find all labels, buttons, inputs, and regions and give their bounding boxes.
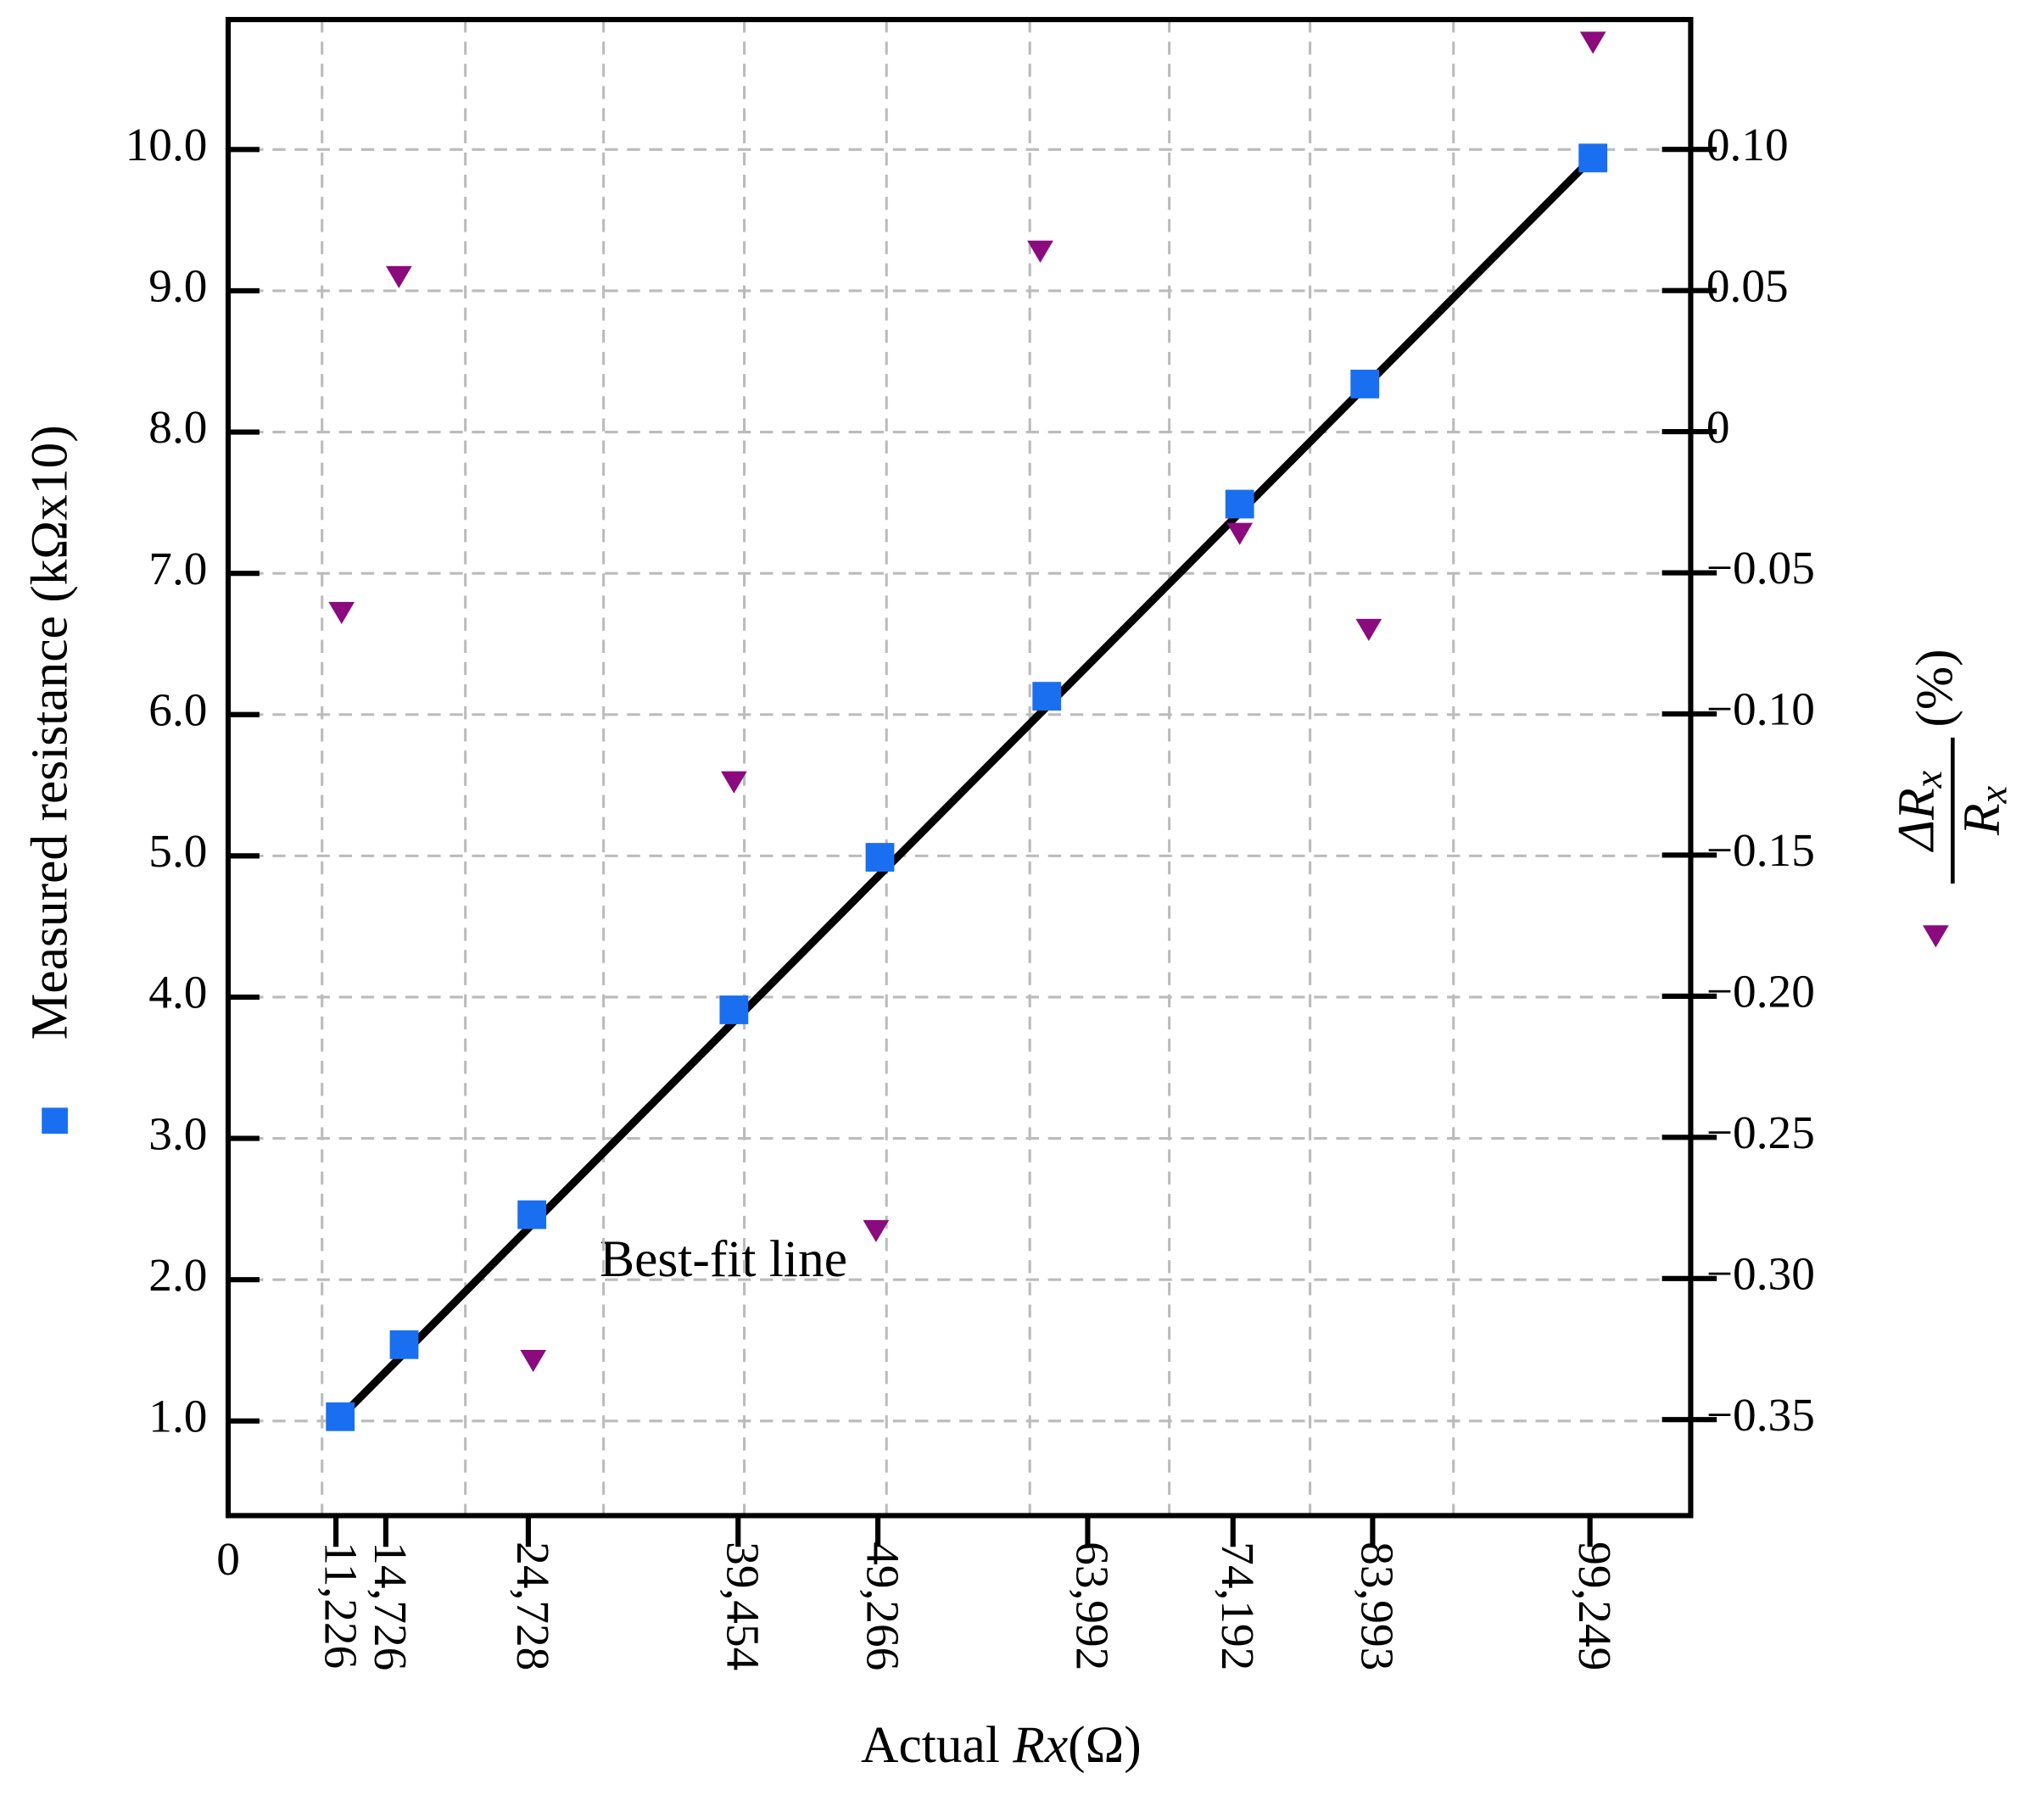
square-marker <box>517 1200 547 1229</box>
triangle-marker <box>1027 240 1053 263</box>
plot-frame <box>225 16 1694 1519</box>
square-marker <box>1032 682 1062 711</box>
y2-tick-label: 0.10 <box>1706 119 1789 170</box>
y2-tick-label: −0.35 <box>1706 1389 1815 1441</box>
x-tick-label: 99,249 <box>1569 1542 1621 1670</box>
grid <box>228 20 1691 1516</box>
triangle-marker <box>1226 522 1254 545</box>
y2-axis-label: ΔRx Rx (%) <box>1888 649 2014 884</box>
y-tick-label: 3.0 <box>148 1107 207 1159</box>
x-tick-label: 39,454 <box>718 1542 769 1670</box>
square-marker <box>1578 143 1608 173</box>
triangle-marker <box>520 1350 547 1373</box>
y-tick-label: 8.0 <box>148 401 207 453</box>
legend-marker <box>1923 925 1949 948</box>
y2-label-unit: (%) <box>1906 649 1963 727</box>
triangle-marker <box>863 1219 890 1243</box>
x-tick-label: 63,992 <box>1067 1542 1119 1670</box>
triangle-marker <box>720 771 747 794</box>
y2-tick-label: −0.25 <box>1706 1107 1815 1158</box>
square-marker <box>326 1402 355 1431</box>
square-marker <box>865 843 895 872</box>
x-tick-label: 24,728 <box>507 1542 559 1670</box>
triangle-marker <box>1579 31 1606 54</box>
x-tick-label: 11,226 <box>315 1542 366 1669</box>
x-axis-label: Actual Rx(Ω) <box>861 1716 1142 1774</box>
triangle-marker <box>328 601 355 624</box>
y2-den-main: R <box>1952 803 2010 836</box>
square-marker <box>389 1330 419 1359</box>
square-marker <box>719 995 749 1024</box>
legend-marker <box>42 1107 68 1135</box>
y2-den-sub: x <box>1971 785 2014 804</box>
y-tick-label: 6.0 <box>148 683 207 735</box>
y-tick-label: 2.0 <box>148 1249 207 1301</box>
y-tick-label: 5.0 <box>148 825 207 877</box>
y2-label-numerator: ΔRx <box>1888 770 1950 853</box>
y-tick-label: 9.0 <box>148 260 207 312</box>
y-tick-label: 10.0 <box>126 119 208 170</box>
y2-tick-label: −0.30 <box>1706 1247 1815 1299</box>
y-tick-label: 1.0 <box>148 1390 207 1441</box>
y2-num-sub: x <box>1906 770 1949 789</box>
x-label-suffix: (Ω) <box>1068 1716 1142 1774</box>
square-marker <box>1225 489 1254 519</box>
y2-tick-label: −0.15 <box>1706 824 1815 876</box>
y2-tick-label: 0.05 <box>1706 259 1789 311</box>
y-axis-label: Measured resistance (kΩx10) <box>21 425 79 1040</box>
y2-tick-label: −0.20 <box>1706 966 1815 1018</box>
y2-num-main: ΔR <box>1888 788 1946 853</box>
y2-tick-label: −0.10 <box>1706 683 1815 735</box>
x-label-var: Rx <box>1012 1716 1068 1774</box>
x-tick-label: 83,993 <box>1352 1542 1404 1670</box>
y-tick-label: 7.0 <box>148 543 207 594</box>
x-tick-label: 49,266 <box>857 1542 908 1670</box>
origin-label: 0 <box>216 1533 240 1585</box>
annotation: Best-fit line <box>600 1230 847 1288</box>
x-tick-label: 14,726 <box>365 1542 416 1670</box>
y2-tick-label: −0.05 <box>1706 542 1815 594</box>
triangle-marker <box>385 265 412 288</box>
x-label-prefix: Actual <box>861 1716 1013 1774</box>
square-marker <box>1350 369 1380 399</box>
y-tick-label: 4.0 <box>148 967 207 1018</box>
x-tick-label: 74,192 <box>1212 1542 1264 1670</box>
y2-label-denominator: Rx <box>1952 785 2014 836</box>
triangle-marker <box>1355 618 1382 641</box>
y2-tick-label: 0 <box>1706 401 1730 453</box>
